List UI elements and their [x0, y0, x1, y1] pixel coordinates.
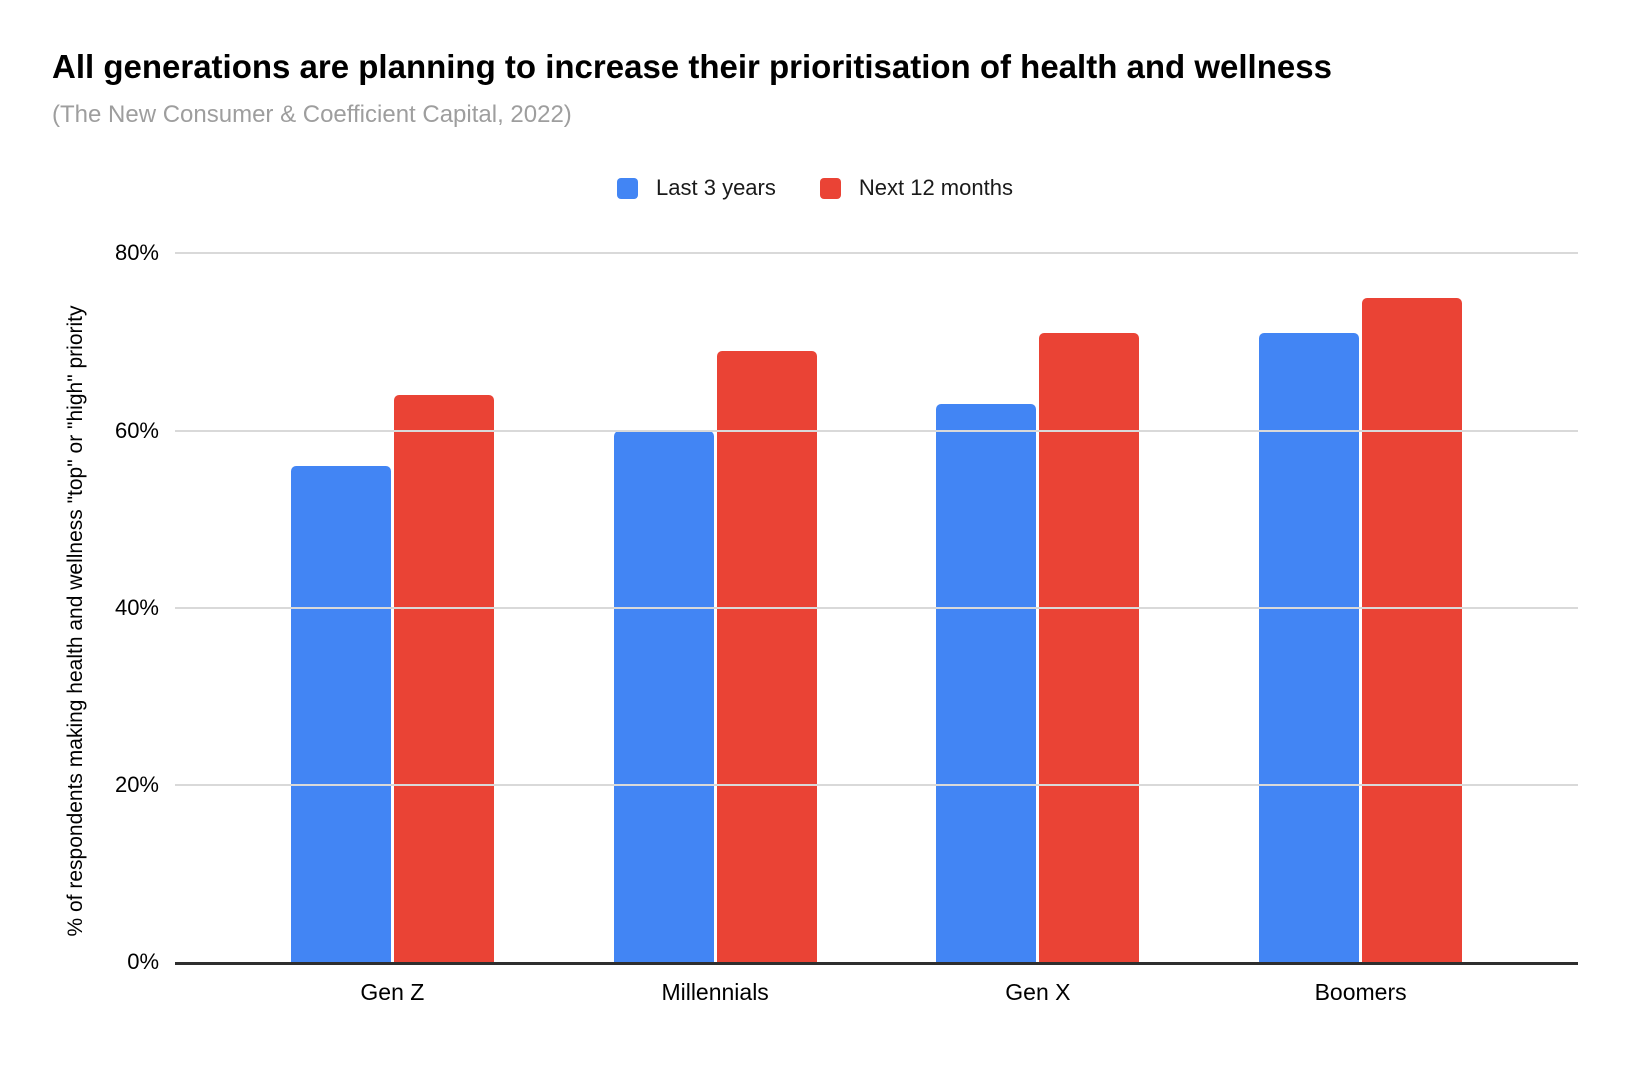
- x-axis-label-gen-z: Gen Z: [360, 979, 425, 1006]
- legend-swatch-last-3-years: [617, 177, 639, 199]
- y-tick-label-40: 40%: [114, 594, 159, 620]
- gridline-20: [175, 784, 1578, 786]
- gridline-40: [175, 606, 1578, 609]
- y-axis-title: % of respondents making health and welln…: [64, 0, 88, 937]
- bar-next-12-months-boomers: [1362, 297, 1463, 963]
- bar-next-12-months-gen-z: [393, 395, 494, 963]
- bar-next-12-months-gen-x: [1039, 333, 1140, 963]
- chart-area: % of respondents making health and welln…: [52, 242, 1578, 1006]
- x-axis-label-millennials: Millennials: [661, 979, 769, 1006]
- x-axis-labels: Gen Z Millennials Gen X Boomers: [175, 979, 1578, 1006]
- y-axis-title-text: % of respondents making health and welln…: [64, 305, 87, 937]
- legend: Last 3 years Next 12 months: [52, 175, 1578, 201]
- y-tick-label-20: 20%: [114, 772, 159, 797]
- y-tick-label-80: 80%: [114, 240, 159, 266]
- gridline-60: [175, 429, 1578, 432]
- legend-item-next-12-months: Next 12 months: [819, 175, 1013, 201]
- legend-label-last-3-years: Last 3 years: [656, 175, 776, 201]
- x-axis-label-gen-x: Gen X: [1005, 979, 1071, 1006]
- bar-group-gen-x: [877, 253, 1200, 963]
- gridline-80: [175, 252, 1578, 255]
- bar-last-3-years-millennials: [613, 430, 714, 963]
- bar-next-12-months-millennials: [716, 350, 817, 963]
- legend-item-last-3-years: Last 3 years: [617, 175, 776, 201]
- y-tick-label-60: 60%: [114, 417, 159, 443]
- chart-subtitle: (The New Consumer & Coefficient Capital,…: [52, 101, 572, 129]
- bar-group-boomers: [1199, 253, 1522, 963]
- legend-label-next-12-months: Next 12 months: [858, 175, 1013, 201]
- y-tick-label-0: 0%: [127, 949, 159, 975]
- legend-swatch-next-12-months: [819, 177, 841, 199]
- chart-title: All generations are planning to increase…: [52, 48, 1332, 85]
- bar-group-gen-z: [231, 253, 554, 963]
- bar-last-3-years-gen-z: [290, 465, 391, 963]
- bar-last-3-years-gen-x: [936, 403, 1037, 963]
- x-axis-label-boomers: Boomers: [1314, 979, 1407, 1006]
- plot-area: 0% 20% 40% 60% 80%: [115, 242, 1578, 973]
- bar-last-3-years-boomers: [1259, 333, 1360, 963]
- bar-group-millennials: [554, 253, 877, 963]
- bar-groups: [175, 253, 1578, 963]
